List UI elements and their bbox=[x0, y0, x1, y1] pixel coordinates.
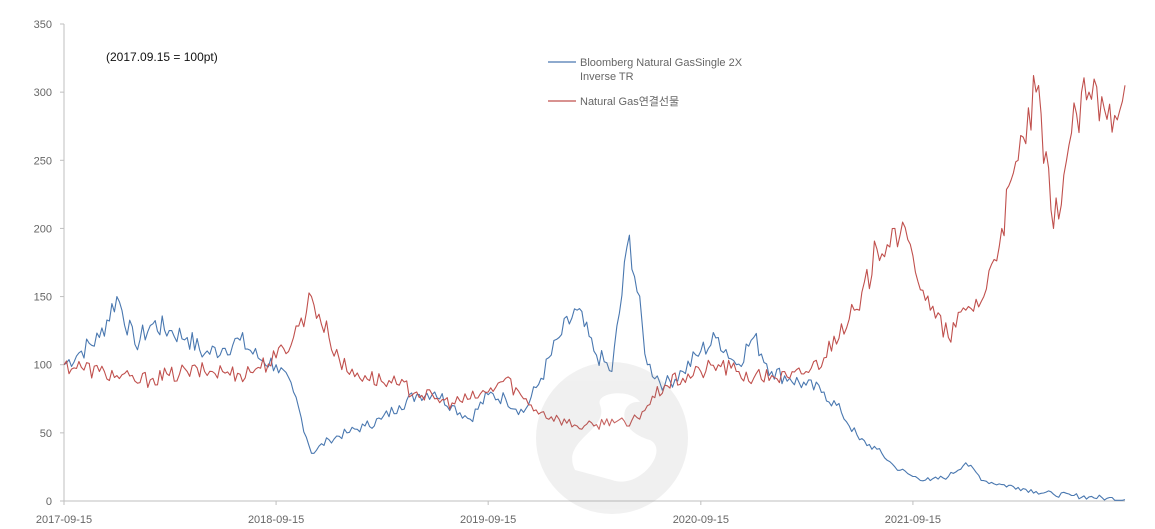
x-tick-label: 2017-09-15 bbox=[36, 514, 92, 526]
series-lines bbox=[63, 74, 1126, 501]
legend-label-natural-gas: Natural Gas연결선물 bbox=[580, 95, 679, 108]
x-tick-label: 2021-09-15 bbox=[885, 514, 941, 526]
y-tick-label: 250 bbox=[34, 155, 52, 167]
x-tick-label: 2018-09-15 bbox=[248, 514, 304, 526]
y-tick-label: 300 bbox=[34, 87, 52, 99]
y-tick-label: 150 bbox=[34, 292, 52, 304]
y-tick-label: 50 bbox=[40, 428, 52, 440]
base-annotation: (2017.09.15 = 100pt) bbox=[106, 50, 218, 64]
legend-label-inverse-line1: Bloomberg Natural GasSingle 2X bbox=[580, 57, 743, 69]
y-tick-label: 200 bbox=[34, 223, 52, 235]
legend: Bloomberg Natural GasSingle 2X Inverse T… bbox=[548, 57, 743, 108]
y-tick-label: 0 bbox=[46, 496, 52, 508]
y-tick-label: 350 bbox=[34, 19, 52, 31]
series-line-natural-gas bbox=[63, 74, 1126, 430]
y-tick-label: 100 bbox=[34, 360, 52, 372]
x-tick-label: 2020-09-15 bbox=[673, 514, 729, 526]
series-line-inverse-etn bbox=[63, 234, 1126, 501]
watermark-logo bbox=[536, 362, 688, 514]
axes: 0 50 100 150 200 250 300 350 2017-09-15 2018-09-1… bbox=[34, 19, 1125, 526]
x-tick-label: 2019-09-15 bbox=[460, 514, 516, 526]
legend-label-inverse-line2: Inverse TR bbox=[580, 71, 634, 83]
